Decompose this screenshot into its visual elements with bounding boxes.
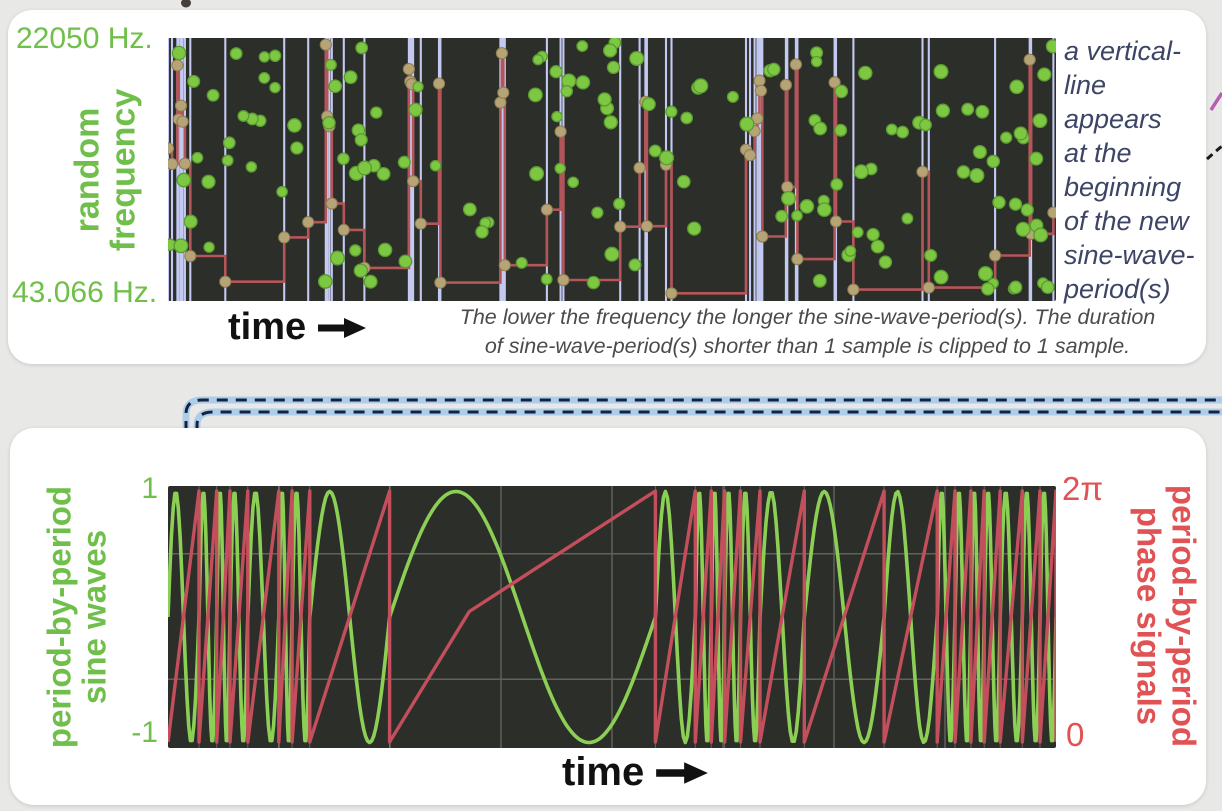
random-frequency-axis-label: random frequency bbox=[68, 88, 142, 252]
time-arrow-icon bbox=[656, 761, 709, 784]
vertical-line-note: a vertical- line appears at the beginnin… bbox=[1064, 36, 1195, 304]
random-frequency-panel: 22050 Hz. 43.066 Hz. random frequency ti… bbox=[8, 10, 1206, 364]
time-axis-text: time bbox=[228, 306, 307, 348]
freq-max-tick: 22050 Hz. bbox=[16, 22, 153, 55]
axis-label-line: phase signals bbox=[1131, 506, 1168, 726]
axis-label-line: period-by-period bbox=[1165, 484, 1203, 748]
axis-label-line: period-by-period bbox=[40, 485, 78, 749]
axis-label-line: random bbox=[68, 107, 107, 233]
time-axis-label-top: time bbox=[228, 306, 367, 349]
phase-signals-axis-label: period-by-period phase signals bbox=[1131, 484, 1203, 748]
sine-max-tick: 1 bbox=[141, 472, 158, 505]
axis-label-line: frequency bbox=[104, 88, 142, 252]
period-by-period-panel: 1 -1 period-by-period sine waves 2π 0 pe… bbox=[10, 428, 1206, 805]
time-axis-label-bottom: time bbox=[562, 750, 709, 795]
random-frequency-chart bbox=[168, 38, 1056, 301]
period-by-period-chart bbox=[168, 486, 1056, 748]
clipping-caption: The lower the frequency the longer the s… bbox=[459, 305, 1156, 359]
phase-min-tick: 0 bbox=[1066, 716, 1085, 753]
time-axis-text: time bbox=[562, 750, 645, 794]
phase-max-tick: 2π bbox=[1062, 470, 1104, 507]
time-arrow-icon bbox=[318, 317, 367, 338]
axis-label-line: sine waves bbox=[75, 529, 112, 705]
freq-min-tick: 43.066 Hz. bbox=[12, 276, 158, 309]
sine-waves-axis-label: period-by-period sine waves bbox=[40, 485, 112, 749]
sine-min-tick: -1 bbox=[131, 716, 158, 749]
